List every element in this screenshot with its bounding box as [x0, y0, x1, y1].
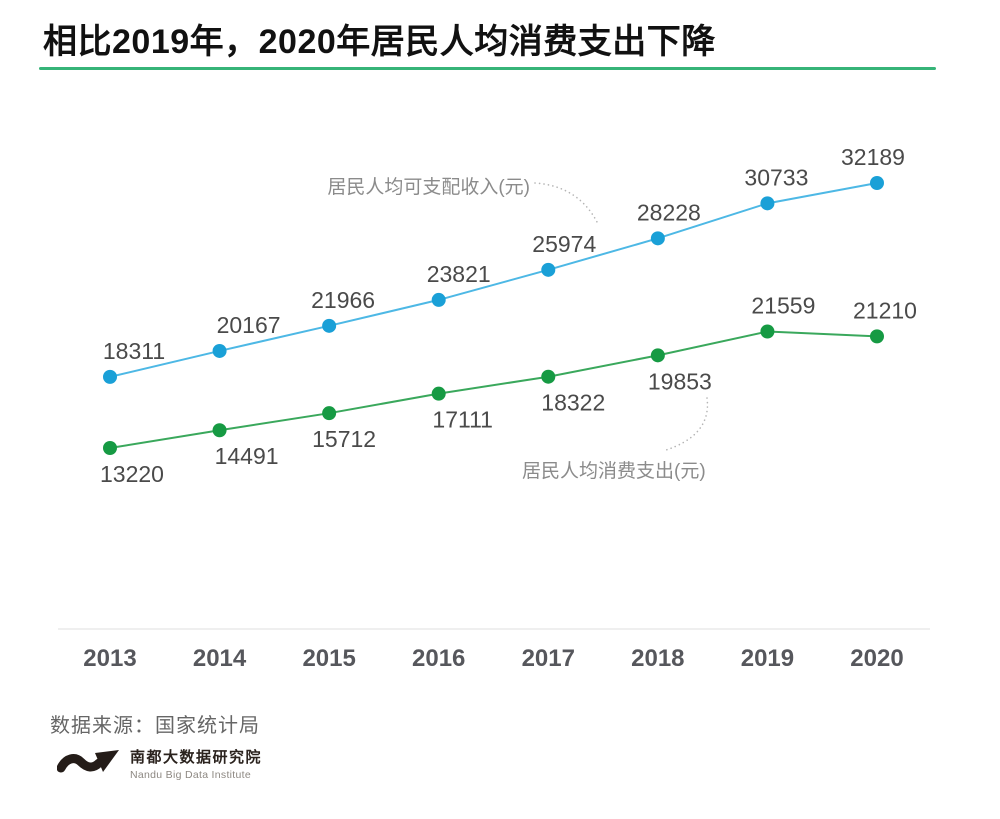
income-data-point	[103, 369, 117, 384]
expense-data-point	[212, 423, 227, 438]
expense-value-label: 14491	[215, 443, 279, 469]
income-data-point	[869, 176, 884, 190]
income-value-label: 32189	[841, 144, 905, 170]
expense-data-point	[103, 441, 117, 455]
expense-data-point	[322, 406, 337, 421]
expense-data-point	[869, 329, 884, 344]
nandu-logo: 南都大数据研究院 Nandu Big Data Institute	[57, 749, 263, 781]
expense-value-label: 19853	[648, 368, 712, 394]
expense-data-point	[650, 348, 665, 363]
expense-data-point	[541, 369, 556, 384]
income-value-label: 18311	[103, 338, 165, 364]
data-source: 数据来源：国家统计局	[50, 715, 260, 737]
title-underline	[39, 67, 936, 70]
expense-value-label: 18322	[541, 390, 605, 416]
income-value-label: 28228	[637, 199, 701, 225]
income-data-point	[541, 262, 556, 277]
x-tick-label: 2018	[631, 645, 684, 672]
nandu-logo-text: 南都大数据研究院 Nandu Big Data Institute	[130, 749, 263, 781]
income-data-point	[212, 343, 227, 358]
expense-data-point	[431, 386, 446, 401]
x-tick-label: 2016	[412, 645, 465, 672]
nandu-logo-icon	[57, 750, 119, 773]
income-data-point	[760, 196, 775, 211]
income-data-point	[431, 292, 446, 307]
expense-legend-label: 居民人均消费支出(元)	[522, 460, 706, 482]
expense-legend-leader-line	[662, 397, 709, 452]
expense-value-label: 13220	[100, 461, 164, 487]
logo-name-en: Nandu Big Data Institute	[130, 768, 252, 781]
income-value-label: 20167	[217, 312, 281, 338]
income-data-point	[322, 318, 337, 333]
x-tick-label: 2019	[741, 645, 794, 672]
expense-value-label: 21210	[853, 297, 917, 323]
x-tick-label: 2017	[522, 645, 575, 672]
expense-value-label: 21559	[751, 293, 815, 319]
page-title: 相比2019年，2020年居民人均消费支出下降	[43, 23, 716, 61]
income-value-label: 25974	[532, 231, 596, 257]
income-series-line	[109, 182, 878, 378]
income-data-point	[650, 231, 665, 246]
expense-value-label: 15712	[312, 426, 376, 452]
x-tick-label: 2020	[850, 645, 903, 672]
income-legend-label: 居民人均可支配收入(元)	[327, 176, 530, 198]
x-tick-label: 2013	[83, 645, 136, 672]
expense-data-point	[760, 324, 775, 339]
expense-series-line	[109, 330, 878, 449]
logo-name-cn: 南都大数据研究院	[130, 749, 263, 766]
expense-value-label: 17111	[432, 407, 493, 433]
x-tick-label: 2015	[302, 645, 355, 672]
income-legend-leader-line	[534, 182, 598, 223]
income-value-label: 30733	[744, 164, 808, 190]
income-value-label: 23821	[427, 261, 491, 287]
income-value-label: 21966	[311, 287, 375, 313]
x-tick-label: 2014	[193, 645, 247, 672]
